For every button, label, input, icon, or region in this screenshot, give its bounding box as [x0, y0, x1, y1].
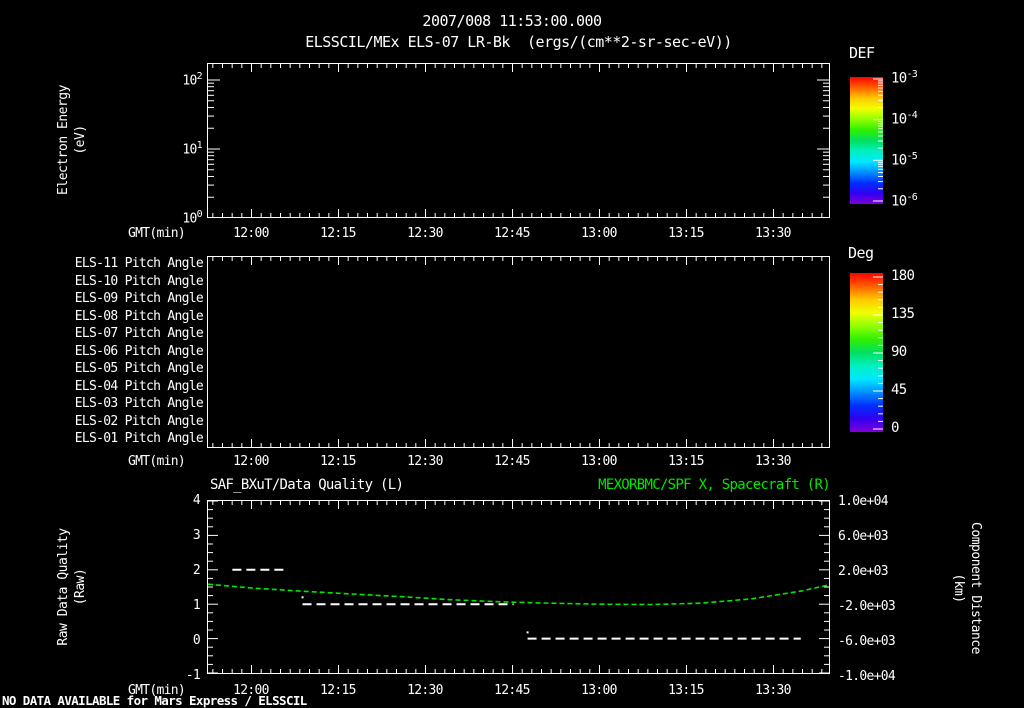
x-tick: 12:30 [407, 454, 443, 469]
deg-tick-135: 135 [891, 306, 915, 322]
panel1-y-tick-10: 101 [182, 140, 202, 158]
def-colorbar-ticks [873, 78, 883, 202]
els-row-label: ELS-03 Pitch Angle [74, 396, 204, 412]
plot-subtitle: ELSSCIL/MEx ELS-07 LR-Bk (ergs/(cm**2-sr… [305, 33, 732, 51]
x-tick: 12:45 [494, 683, 530, 698]
x-tick: 12:30 [407, 226, 443, 241]
p3-ytick-right: 1.0e+04 [838, 494, 889, 509]
panel2-x-tick-labels: 12:00 12:15 12:30 12:45 13:00 13:15 13:3… [207, 454, 830, 470]
energy-spectrogram-panel [207, 63, 830, 218]
x-tick: 13:15 [668, 683, 704, 698]
panel1-y-tick-1: 100 [182, 209, 202, 227]
page-title: 2007/008 11:53:00.000 [422, 12, 602, 30]
no-data-message: NO DATA AVAILABLE for Mars Express / ELS… [2, 693, 307, 708]
p3-ytick-left: 4 [192, 493, 201, 508]
panel3-title-right: MEXORBMC/SPF X, Spacecraft (R) [598, 477, 831, 493]
panel2-axes-ticks [212, 257, 823, 447]
deg-tick-0: 0 [891, 420, 899, 436]
panel3-x-axis-title: GMT(min) [127, 683, 186, 698]
panel1-y-tick-100: 102 [182, 71, 202, 89]
els-row-label: ELS-06 Pitch Angle [74, 343, 204, 359]
def-colorbar-title: DEF [849, 44, 875, 62]
els-row-label: ELS-11 Pitch Angle [74, 256, 204, 271]
deg-colorbar-ticks [873, 276, 883, 430]
deg-colorbar [850, 273, 883, 432]
panel3-left-y-axis-title: Raw Data Quality (Raw) [56, 528, 88, 646]
els-row-label: ELS-08 Pitch Angle [74, 308, 204, 324]
x-tick: 13:00 [581, 683, 617, 698]
p3-ytick-left: 3 [192, 528, 201, 543]
p3-ytick-right: -2.0e+03 [838, 599, 896, 614]
els-row-label: ELS-09 Pitch Angle [74, 291, 204, 307]
panel2-y-labels: ELS-11 Pitch Angle ELS-10 Pitch Angle EL… [0, 255, 204, 448]
data-quality-panel [207, 500, 830, 674]
x-tick: 12:30 [407, 683, 443, 698]
x-tick: 13:15 [668, 454, 704, 469]
p3-ytick-left: 1 [192, 598, 201, 613]
def-tick-1e-3: 10-3 [891, 69, 918, 87]
panel3-plot [208, 501, 829, 673]
x-tick: 12:00 [233, 683, 269, 698]
p3-ytick-right: 2.0e+03 [838, 564, 889, 579]
def-tick-1e-4: 10-4 [891, 110, 918, 128]
x-tick: 13:30 [755, 454, 791, 469]
els-row-label: ELS-02 Pitch Angle [74, 413, 204, 429]
els-row-label: ELS-01 Pitch Angle [74, 431, 204, 447]
panel1-x-tick-labels: 12:00 12:15 12:30 12:45 13:00 13:15 13:3… [207, 226, 830, 242]
p3-ytick-right: 6.0e+03 [838, 529, 889, 544]
els-row-label: ELS-10 Pitch Angle [74, 273, 204, 289]
x-tick: 13:00 [581, 226, 617, 241]
panel3-titles: SAF_BXuT/Data Quality (L) MEXORBMC/SPF X… [207, 477, 831, 495]
x-tick: 13:15 [668, 226, 704, 241]
x-tick: 12:15 [320, 454, 356, 469]
els-row-label: ELS-05 Pitch Angle [74, 361, 204, 377]
panel3-title-left: SAF_BXuT/Data Quality (L) [210, 477, 404, 493]
x-tick: 13:30 [755, 683, 791, 698]
x-tick: 12:45 [494, 226, 530, 241]
deg-tick-90: 90 [891, 344, 907, 360]
panel3-right-y-axis-title: Component Distance (km) [951, 522, 983, 654]
els-row-label: ELS-04 Pitch Angle [74, 378, 204, 394]
p3-ytick-left: 2 [192, 563, 201, 578]
x-tick: 12:15 [320, 226, 356, 241]
def-colorbar [850, 77, 883, 204]
panel1-x-axis-title: GMT(min) [127, 226, 186, 241]
x-tick: 12:00 [233, 226, 269, 241]
deg-colorbar-title: Deg [848, 244, 874, 262]
deg-tick-45: 45 [891, 382, 907, 398]
panel3-x-tick-labels: 12:00 12:15 12:30 12:45 13:00 13:15 13:3… [207, 683, 830, 699]
def-tick-1e-6: 10-6 [891, 192, 918, 210]
panel1-axes-ticks [208, 64, 829, 217]
p3-ytick-right: -6.0e+03 [838, 634, 896, 649]
panel1-y-axis-title: Electron Energy (eV) [56, 85, 88, 195]
deg-tick-180: 180 [891, 268, 915, 284]
x-tick: 12:00 [233, 454, 269, 469]
x-tick: 12:15 [320, 683, 356, 698]
x-tick: 13:00 [581, 454, 617, 469]
x-tick: 13:30 [755, 226, 791, 241]
def-tick-1e-5: 10-5 [891, 151, 918, 169]
x-tick: 12:45 [494, 454, 530, 469]
p3-ytick-left: -1 [185, 668, 201, 683]
p3-ytick-left: 0 [192, 633, 201, 648]
els-row-label: ELS-07 Pitch Angle [74, 326, 204, 342]
p3-ytick-right: -1.0e+04 [838, 669, 896, 684]
panel2-x-axis-title: GMT(min) [127, 454, 186, 469]
pitch-angle-panel [207, 256, 830, 448]
